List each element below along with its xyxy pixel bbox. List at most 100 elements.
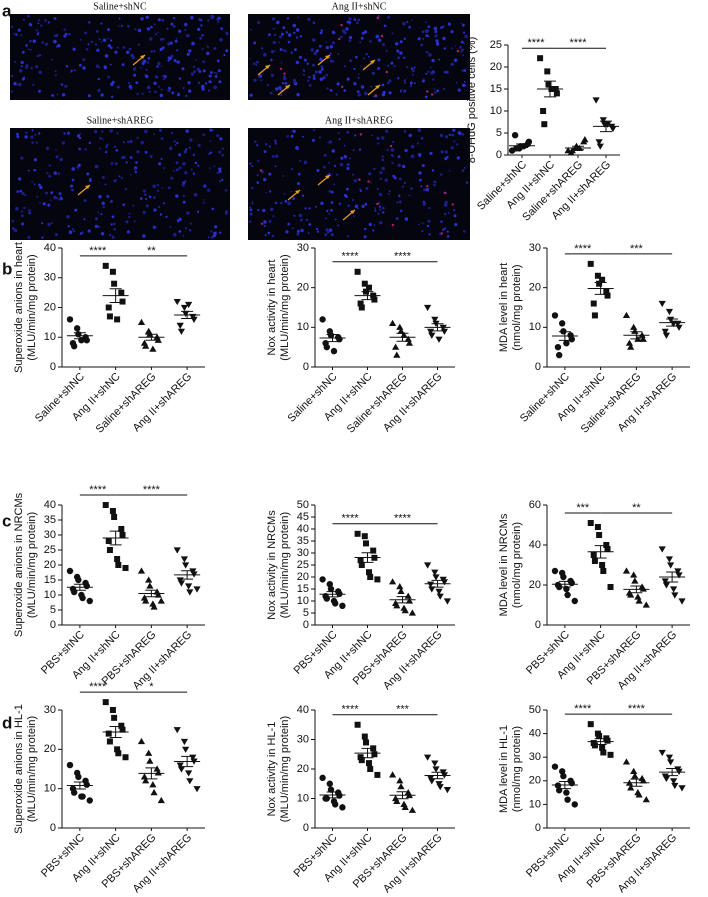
data-point bbox=[600, 749, 607, 756]
data-point bbox=[193, 586, 201, 593]
nucleus bbox=[47, 21, 50, 24]
nucleus bbox=[256, 144, 259, 147]
nucleus bbox=[444, 70, 447, 74]
nucleus bbox=[116, 46, 119, 49]
nucleus bbox=[326, 209, 329, 213]
y-tick-label: 20 bbox=[297, 763, 309, 775]
nucleus bbox=[38, 89, 41, 93]
nucleus bbox=[184, 29, 187, 31]
data-point bbox=[405, 597, 413, 604]
nucleus bbox=[182, 200, 186, 204]
nucleus bbox=[122, 155, 126, 159]
nucleus bbox=[328, 228, 333, 232]
nucleus bbox=[110, 162, 114, 165]
positive-cell bbox=[431, 93, 434, 96]
nucleus bbox=[260, 79, 263, 82]
nucleus bbox=[347, 204, 350, 207]
data-point bbox=[75, 773, 82, 781]
nucleus bbox=[439, 133, 444, 138]
sem-bar bbox=[594, 545, 607, 559]
nucleus bbox=[296, 232, 300, 236]
nucleus bbox=[271, 234, 275, 238]
sem-bar bbox=[73, 583, 86, 591]
nucleus bbox=[454, 45, 457, 47]
data-point bbox=[327, 332, 335, 339]
nucleus bbox=[20, 156, 24, 160]
nucleus bbox=[220, 27, 223, 30]
nucleus bbox=[199, 36, 203, 40]
nucleus bbox=[270, 50, 274, 54]
nucleus bbox=[113, 145, 117, 148]
nucleus bbox=[45, 146, 50, 150]
sem-bar bbox=[396, 332, 409, 342]
y-tick-label: 20 bbox=[44, 559, 56, 571]
nucleus bbox=[78, 136, 82, 140]
data-point bbox=[661, 328, 669, 335]
y-tick-label: 10 bbox=[297, 321, 309, 333]
nucleus bbox=[302, 73, 305, 76]
nucleus bbox=[461, 132, 465, 136]
nucleus bbox=[283, 193, 286, 195]
nucleus bbox=[58, 192, 62, 196]
nucleus bbox=[451, 133, 455, 137]
significance-label: **** bbox=[574, 243, 592, 255]
data-point bbox=[568, 579, 575, 587]
nucleus bbox=[158, 85, 160, 88]
nucleus bbox=[284, 200, 288, 203]
nucleus bbox=[460, 50, 463, 53]
data-point bbox=[137, 567, 146, 574]
nucleus bbox=[263, 224, 266, 227]
image-label: Saline+shAREG bbox=[87, 115, 154, 126]
y-tick-label: 10 bbox=[44, 589, 56, 601]
nucleus bbox=[424, 29, 429, 33]
nucleus bbox=[463, 81, 466, 83]
data-point bbox=[393, 351, 401, 358]
nucleus bbox=[253, 78, 257, 82]
nucleus bbox=[182, 194, 185, 197]
nucleus bbox=[332, 60, 335, 63]
data-point bbox=[551, 567, 559, 575]
nucleus bbox=[113, 222, 116, 226]
nucleus bbox=[434, 91, 437, 94]
nucleus bbox=[39, 202, 41, 204]
nucleus bbox=[383, 24, 387, 28]
nucleus bbox=[377, 142, 380, 145]
nucleus bbox=[126, 24, 130, 28]
nucleus bbox=[375, 34, 380, 39]
data-point bbox=[670, 778, 678, 785]
nucleus bbox=[293, 48, 297, 52]
nucleus bbox=[136, 92, 139, 96]
significance-label: *** bbox=[396, 704, 410, 716]
nucleus bbox=[379, 221, 383, 225]
data-point bbox=[105, 304, 112, 311]
nucleus bbox=[299, 160, 302, 162]
y-tick-label: 30 bbox=[44, 529, 56, 541]
nucleus bbox=[197, 27, 201, 31]
nucleus bbox=[97, 225, 100, 229]
nucleus bbox=[32, 83, 35, 86]
nucleus bbox=[428, 233, 431, 236]
nucleus bbox=[343, 144, 346, 147]
sem-bar bbox=[326, 791, 339, 799]
nucleus bbox=[104, 183, 107, 186]
nucleus bbox=[54, 17, 57, 20]
nucleus bbox=[337, 224, 339, 227]
nucleus bbox=[337, 53, 340, 55]
data-point bbox=[658, 546, 666, 553]
nucleus bbox=[120, 176, 123, 180]
nucleus bbox=[312, 128, 316, 132]
nucleus bbox=[409, 81, 413, 85]
nucleus bbox=[319, 57, 323, 62]
nucleus bbox=[461, 169, 465, 172]
y-tick-label: 20 bbox=[529, 282, 541, 294]
nucleus bbox=[207, 236, 210, 238]
nucleus bbox=[169, 41, 173, 45]
data-point bbox=[366, 284, 372, 291]
data-point bbox=[66, 567, 74, 575]
data-point bbox=[336, 792, 343, 799]
nucleus bbox=[72, 47, 76, 51]
nucleus bbox=[430, 71, 434, 75]
nucleus bbox=[264, 234, 267, 237]
data-point bbox=[404, 592, 412, 599]
nucleus bbox=[31, 129, 34, 132]
